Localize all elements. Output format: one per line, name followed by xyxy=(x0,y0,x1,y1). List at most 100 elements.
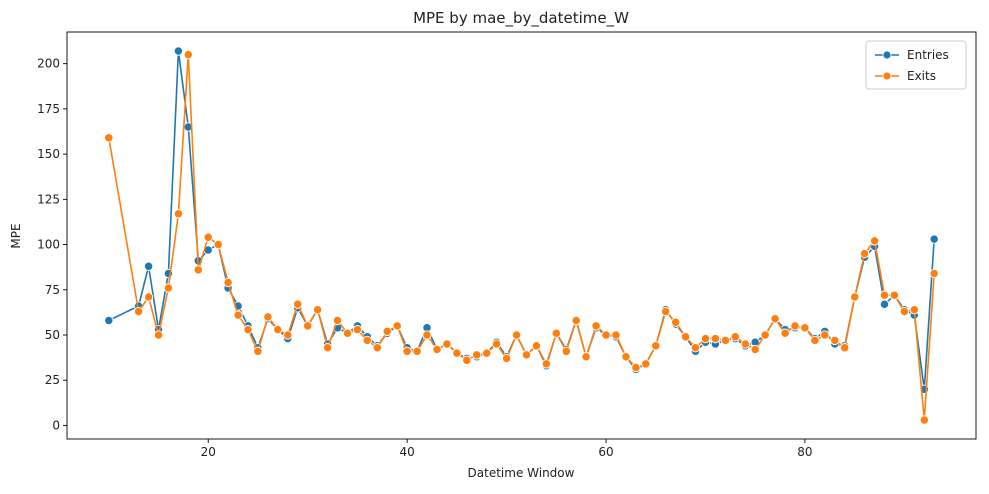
data-point xyxy=(680,332,691,342)
data-point xyxy=(501,353,512,364)
data-point xyxy=(332,315,343,326)
data-point xyxy=(919,415,929,425)
data-point xyxy=(909,305,919,315)
data-point xyxy=(133,306,144,317)
legend-label: Entries xyxy=(907,48,949,62)
data-point xyxy=(312,305,323,315)
y-tick-label: 75 xyxy=(45,283,60,297)
y-axis-label: MPE xyxy=(9,223,23,248)
legend-label: Exits xyxy=(907,69,936,83)
data-point xyxy=(879,299,890,309)
data-point xyxy=(700,333,711,344)
y-tick-label: 150 xyxy=(37,147,60,161)
data-point xyxy=(521,350,532,360)
data-point xyxy=(561,346,571,356)
data-point xyxy=(303,321,313,331)
legend-marker xyxy=(882,50,892,60)
data-point xyxy=(213,239,223,250)
data-point xyxy=(362,335,372,346)
data-point xyxy=(491,339,502,349)
y-tick-label: 175 xyxy=(37,102,60,116)
data-point xyxy=(899,306,910,317)
data-point xyxy=(203,232,213,242)
data-point xyxy=(243,324,253,335)
data-point xyxy=(422,330,432,340)
data-point xyxy=(889,290,900,300)
data-point xyxy=(621,352,631,362)
chart-title: MPE by mae_by_datetime_W xyxy=(413,9,629,28)
data-point xyxy=(541,359,552,369)
data-point xyxy=(820,330,830,340)
x-tick-label: 20 xyxy=(201,445,216,459)
data-point xyxy=(810,335,820,346)
data-point xyxy=(402,346,412,356)
data-point xyxy=(651,341,661,351)
y-tick-label: 100 xyxy=(37,238,60,252)
y-tick-label: 125 xyxy=(37,192,60,206)
legend-marker xyxy=(882,71,892,81)
data-point xyxy=(472,350,482,360)
data-point xyxy=(452,348,462,358)
data-point xyxy=(382,326,392,337)
data-point xyxy=(790,321,800,331)
data-point xyxy=(442,339,452,349)
data-point xyxy=(671,317,681,327)
data-point xyxy=(571,315,581,326)
data-point xyxy=(581,352,591,362)
data-point xyxy=(104,133,114,143)
data-point xyxy=(143,261,154,271)
data-point xyxy=(412,346,422,356)
data-point xyxy=(929,234,939,244)
data-point xyxy=(163,283,174,293)
data-point xyxy=(153,330,164,340)
data-point xyxy=(830,335,840,346)
data-point xyxy=(283,330,293,340)
data-point xyxy=(661,306,671,317)
data-point xyxy=(432,344,442,355)
data-point xyxy=(879,290,890,300)
data-point xyxy=(183,49,193,60)
data-point xyxy=(173,46,184,56)
data-point xyxy=(740,339,750,349)
data-point xyxy=(780,328,790,338)
data-point xyxy=(263,312,273,322)
data-point xyxy=(601,330,611,340)
data-point xyxy=(631,362,641,373)
data-point xyxy=(511,330,522,340)
data-point xyxy=(293,299,303,309)
data-point xyxy=(253,346,263,356)
data-point xyxy=(710,333,721,344)
data-point xyxy=(193,265,203,275)
data-point xyxy=(690,343,701,353)
data-point xyxy=(750,344,760,355)
data-point xyxy=(929,268,939,279)
data-point xyxy=(551,328,561,338)
x-tick-label: 40 xyxy=(399,445,414,459)
legend: Entries Exits xyxy=(865,40,967,90)
data-point xyxy=(859,248,870,259)
data-point xyxy=(482,348,492,358)
data-point xyxy=(233,310,243,320)
y-tick-label: 200 xyxy=(37,57,60,71)
data-point xyxy=(143,292,154,302)
data-point xyxy=(800,323,810,333)
data-point xyxy=(104,315,114,326)
data-point xyxy=(641,359,651,369)
data-point xyxy=(342,328,353,338)
data-point xyxy=(531,341,542,351)
data-point xyxy=(850,292,860,302)
data-point xyxy=(770,314,780,324)
series-line-1 xyxy=(108,53,935,421)
data-point xyxy=(223,277,233,288)
data-point xyxy=(720,335,731,346)
data-point xyxy=(591,321,601,331)
data-point xyxy=(173,209,184,219)
data-point xyxy=(840,343,850,353)
y-tick-label: 25 xyxy=(45,373,60,387)
y-tick-label: 50 xyxy=(45,328,60,342)
data-point xyxy=(322,343,333,353)
x-tick-label: 80 xyxy=(797,445,812,459)
data-point xyxy=(392,321,402,331)
